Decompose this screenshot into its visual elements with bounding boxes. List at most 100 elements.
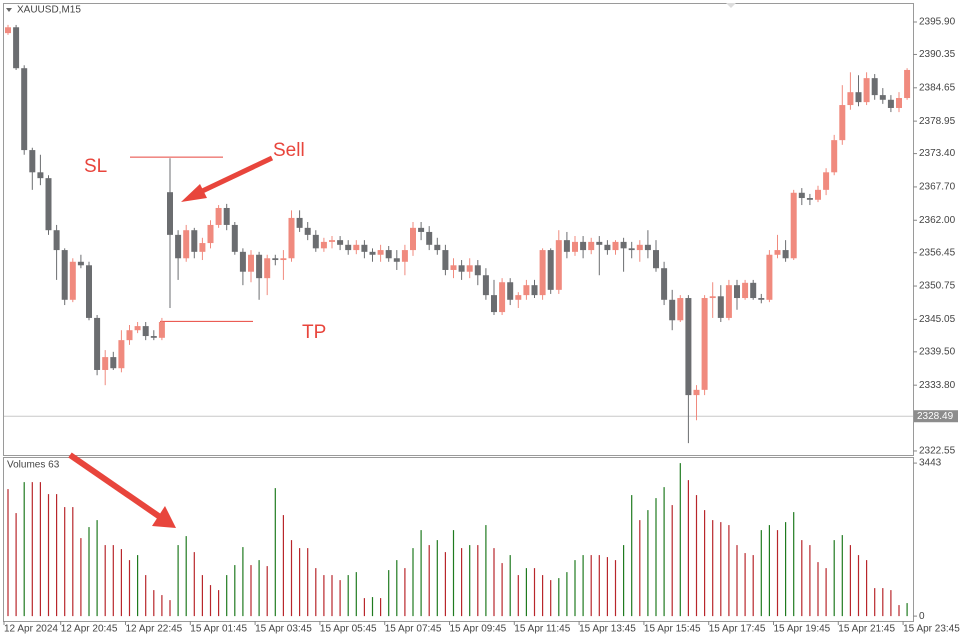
y-tick-label: 2350.75 [919,281,956,292]
candle-body [296,217,303,228]
candle-body [766,254,773,300]
candle-body [677,298,684,321]
candle-body [653,250,659,269]
chart-title: XAUUSD,M15 [17,5,81,16]
scroll-marker [726,3,736,8]
candle-body [774,250,781,255]
candle-body [758,298,765,300]
y-tick-label: 3443 [919,458,942,469]
candle-body [693,389,700,396]
price-panel [3,3,914,456]
candle-body [183,230,190,259]
candle-body [102,357,109,370]
candle-body [304,227,311,235]
x-tick-label: 15 Apr 19:45 [774,624,831,635]
candle-body [256,254,263,279]
candle-body [353,244,360,251]
candle-body [742,282,749,299]
candle-body [150,336,157,338]
x-tick-label: 15 Apr 21:45 [838,624,895,635]
candle-body [612,241,619,251]
candle-body [410,227,416,251]
plot: 2395.90 2390.35 2384.65 2378.95 2373.40 2367.… [3,17,960,635]
candle-body [750,282,757,299]
y-tick-label: 2356.45 [919,247,956,258]
candle-body [450,265,457,270]
symbol-menu-icon[interactable] [6,8,12,12]
candle-body [418,227,425,232]
candle-body [628,248,635,251]
y-tick-label: 2367.70 [919,182,956,193]
candle-body [669,299,676,321]
x-tick-label: 15 Apr 15:45 [644,624,701,635]
level-label: SL [84,156,107,177]
candle-body [831,140,838,173]
candle-body [223,207,230,225]
x-tick-label: 12 Apr 20:45 [61,624,118,635]
candle-body [531,285,538,296]
candle-body [863,78,870,103]
x-tick-label: 15 Apr 07:45 [385,624,442,635]
volume-title: Volumes 63 [7,460,60,471]
candle-body [207,224,214,244]
candle-body [507,282,514,300]
candle-body [482,275,489,296]
candle-body [191,230,198,252]
candle-body [442,250,449,270]
candle-body [709,296,716,299]
candle-body [466,265,473,272]
x-tick-label: 15 Apr 05:45 [320,624,377,635]
candle-body [231,224,238,252]
candle-body [134,326,141,331]
candle-body [547,250,554,290]
candle-body [879,95,886,100]
sell-arrow [181,155,274,202]
x-tick-label: 15 Apr 01:45 [190,624,247,635]
candle-body [806,198,813,200]
price-label: 2328.49 [917,411,954,422]
candle-body [904,69,911,99]
candle-body [539,250,546,296]
candle-body [53,230,60,251]
candle-body [717,296,724,318]
candle-body [61,250,68,300]
candle-body [555,240,562,290]
y-tick-label: 2333.80 [919,380,956,391]
candle-body [248,254,254,272]
candle-body [782,250,789,259]
candle-body [636,244,643,251]
level-label: TP [302,322,326,343]
y-tick-label: 2390.35 [919,49,956,60]
x-tick-label: 15 Apr 17:45 [709,624,766,635]
candle-body [458,265,465,272]
candle-body [499,282,506,313]
candle-body [345,244,352,251]
candle-body [320,241,327,249]
candle-body [661,268,668,300]
y-tick-label: 2322.55 [919,446,956,457]
candle-body [175,234,182,259]
candle-body [596,241,603,245]
candle-body [823,172,830,190]
candle-body [790,192,797,259]
candle-body [426,231,433,245]
candle-body [312,234,319,249]
candle-body [847,92,854,106]
candle-body [215,207,222,225]
candle-body [142,326,149,337]
candle-body [37,172,44,179]
candle-body [369,251,376,255]
candle-body [272,258,279,261]
y-tick-label: 2395.90 [919,17,956,28]
sell-annotation: Sell [273,140,305,161]
candle-body [871,78,878,96]
candle-body [288,217,295,259]
candle-body [887,99,894,108]
y-tick-label: 0 [919,611,925,622]
candle-body [588,241,595,251]
y-tick-label: 2345.05 [919,314,956,325]
candle-body [5,27,11,34]
candle-body [734,285,740,299]
candle-body [563,240,570,252]
candle-body [644,244,651,251]
